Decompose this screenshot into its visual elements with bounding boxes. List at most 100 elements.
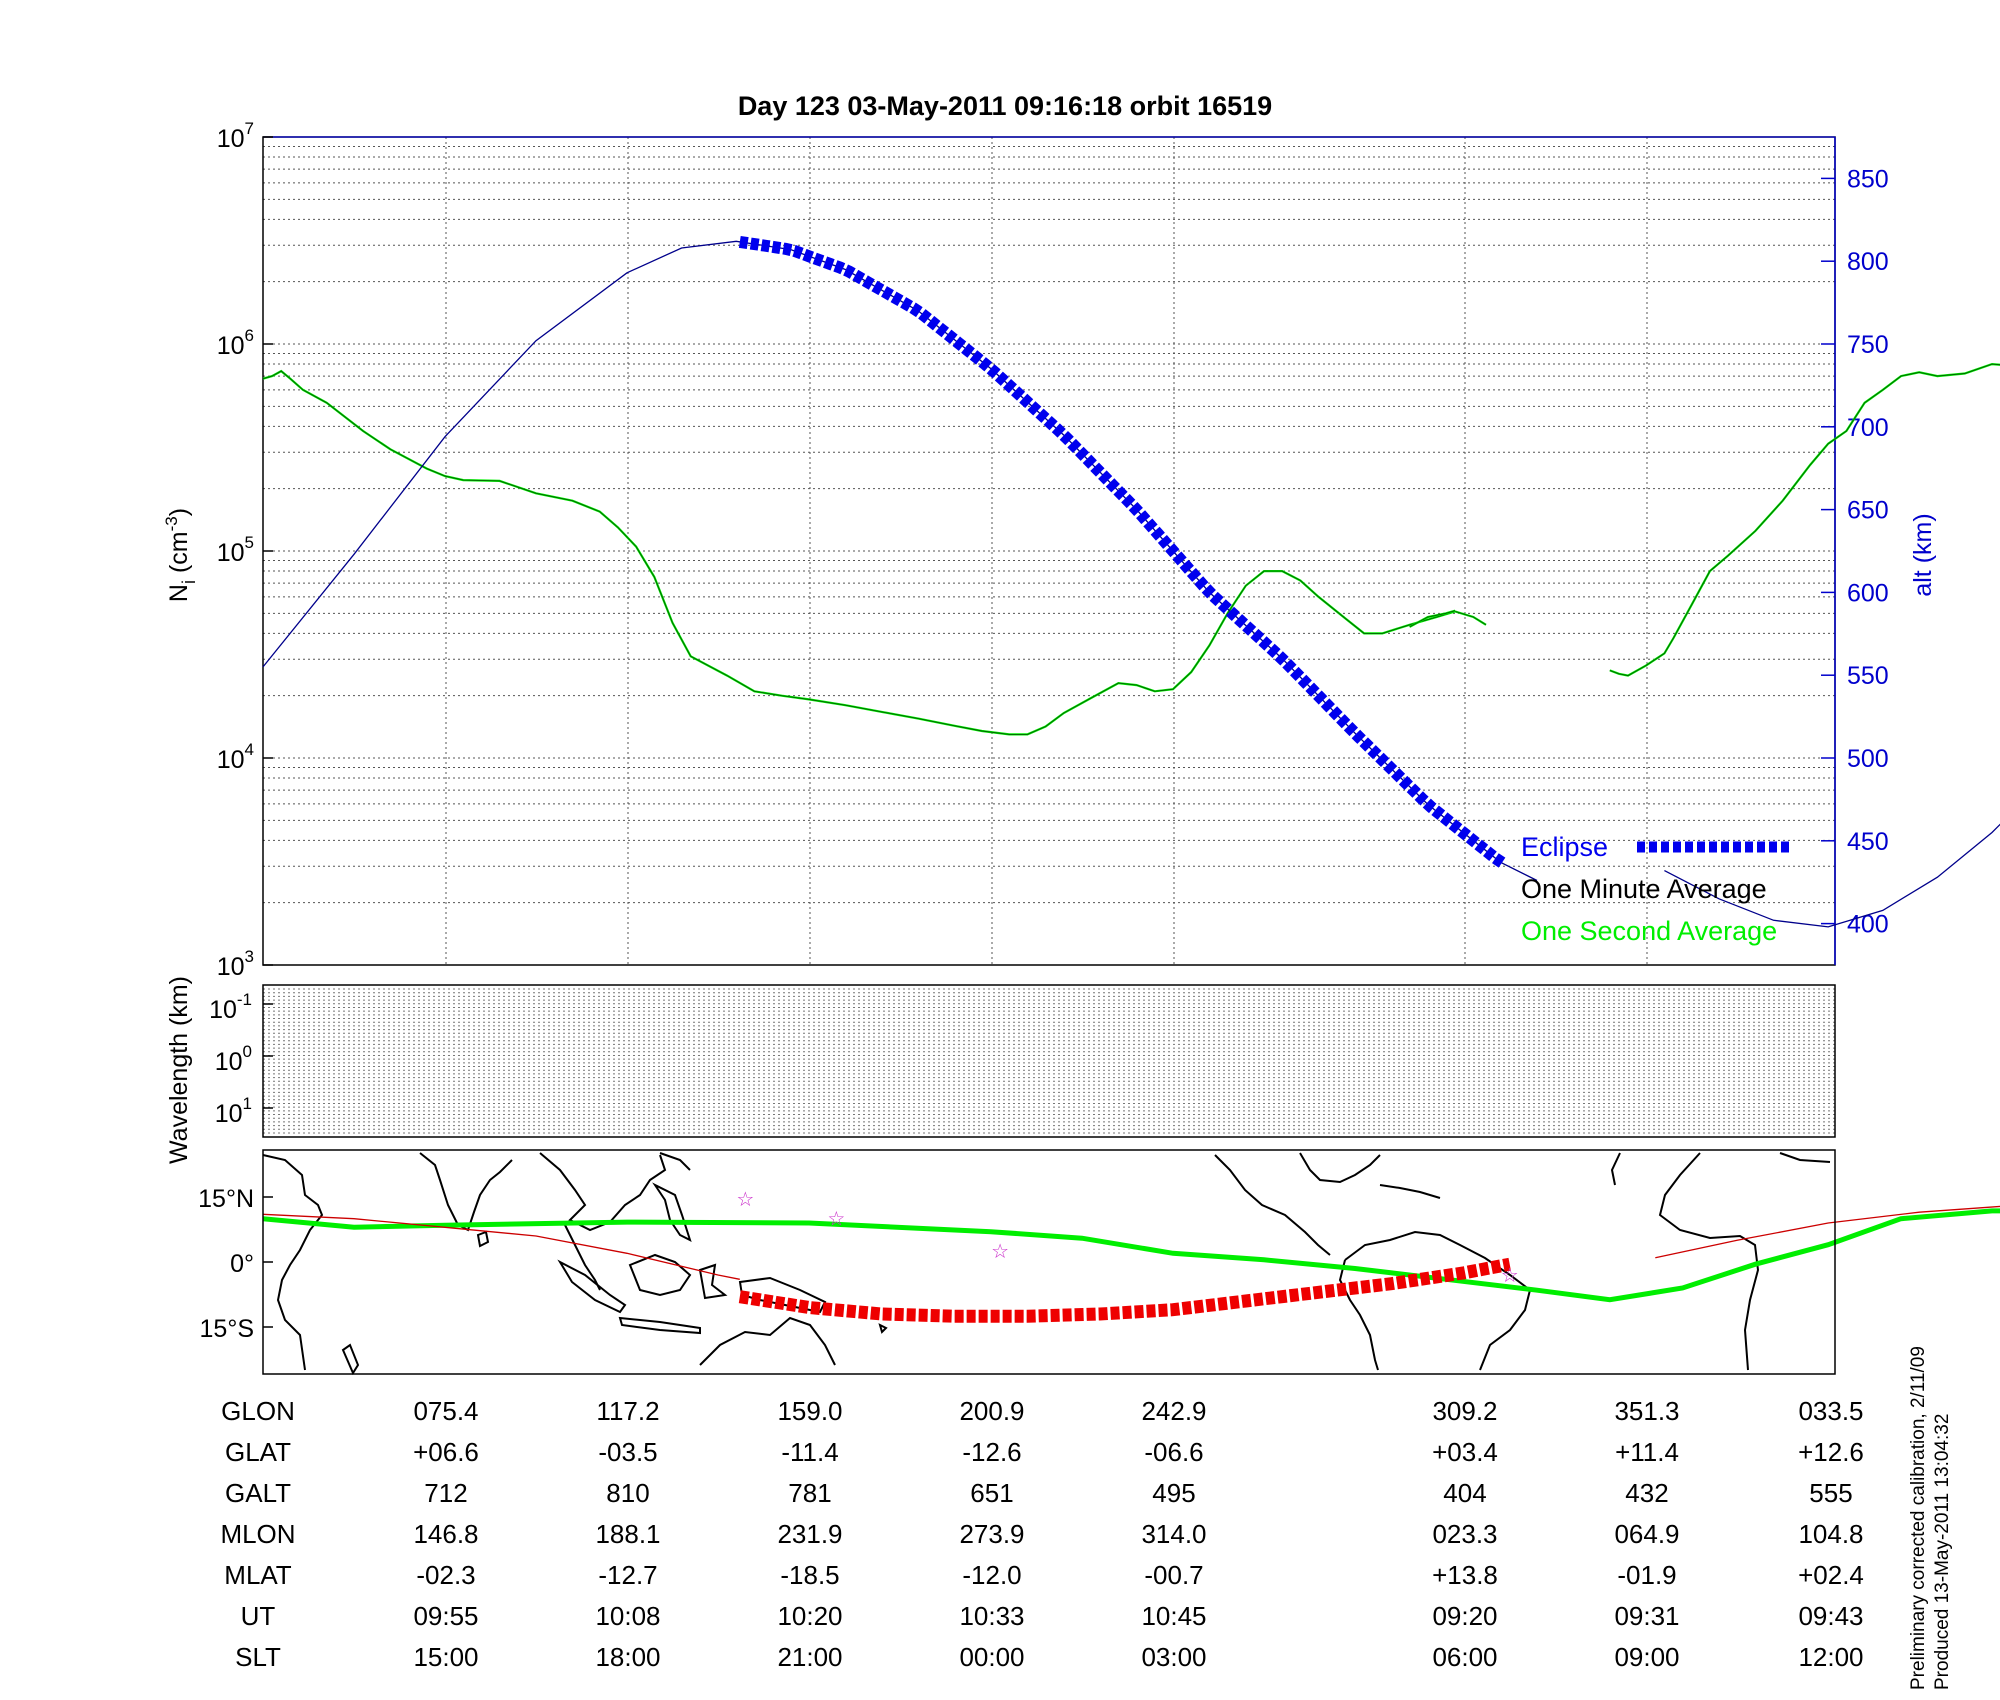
table-row-label: GALT	[225, 1478, 291, 1508]
map-plot-frame	[262, 1149, 1836, 1375]
coast-madagascar	[341, 1343, 360, 1376]
one-minute-average-line	[262, 370, 1487, 735]
coast-gulf	[1299, 1152, 1381, 1184]
altitude-tick-label: 450	[1847, 828, 1889, 856]
orbit-track-2-line	[1655, 1205, 2000, 1259]
table-row-label: GLAT	[225, 1437, 291, 1467]
map-y-tick-label: 15°N	[198, 1185, 254, 1213]
density-y-label: Ni (cm-3)	[162, 508, 199, 602]
density-y-tick-label: 104	[217, 740, 254, 774]
table-cell: 10:08	[595, 1601, 660, 1631]
table-cell: 200.9	[959, 1396, 1024, 1426]
coast-africa-east	[262, 1154, 324, 1371]
table-cell: 10:33	[959, 1601, 1024, 1631]
table-cell: 09:43	[1798, 1601, 1863, 1631]
altitude-tick-label: 750	[1847, 331, 1889, 359]
table-cell: -11.4	[781, 1437, 838, 1467]
footnote-produced: Produced 13-May-2011 13:04:32	[1932, 1414, 1953, 1690]
table-cell: -00.7	[1144, 1560, 1203, 1590]
coast-greenland	[1610, 1152, 1621, 1186]
star-marker: ☆	[1501, 1263, 1519, 1287]
eclipse-line	[738, 235, 1508, 870]
table-cell: -06.6	[1144, 1437, 1203, 1467]
table-cell: 309.2	[1432, 1396, 1497, 1426]
info-table: GLON 075.4 117.2 159.0 200.9 242.9 309.2 351.3 0…	[220, 1396, 1863, 1672]
coast-fiji	[878, 1323, 888, 1334]
coast-java	[618, 1316, 701, 1335]
table-cell: +12.6	[1798, 1437, 1864, 1467]
coast-west-africa	[1658, 1152, 1760, 1371]
table-row-label: MLAT	[224, 1560, 292, 1590]
map-y-tick-label: 15°S	[200, 1315, 254, 1343]
table-cell: -18.5	[780, 1560, 839, 1590]
table-cell: 10:20	[777, 1601, 842, 1631]
table-cell: +06.6	[413, 1437, 479, 1467]
table-cell: 351.3	[1614, 1396, 1679, 1426]
table-cell: -12.7	[598, 1560, 657, 1590]
coast-sulawesi	[698, 1263, 728, 1300]
table-cell: 03:00	[1141, 1642, 1206, 1672]
coast-europe	[1779, 1152, 1831, 1163]
coast-north-america	[1214, 1154, 1331, 1256]
coast-south-america-west	[1338, 1259, 1379, 1371]
table-cell: 159.0	[777, 1396, 842, 1426]
density-x-grid	[445, 137, 1648, 965]
table-row-label: MLON	[220, 1519, 295, 1549]
density-y-tick-label: 106	[217, 326, 254, 360]
table-cell: 781	[788, 1478, 831, 1508]
star-marker: ☆	[991, 1239, 1009, 1263]
table-cell: 064.9	[1614, 1519, 1679, 1549]
coast-sumatra	[557, 1259, 627, 1314]
table-cell: +13.8	[1432, 1560, 1498, 1590]
legend: Eclipse One Minute Average One Second Av…	[1521, 832, 1790, 946]
table-cell: 09:20	[1432, 1601, 1497, 1631]
chart-title: Day 123 03-May-2011 09:16:18 orbit 16519	[738, 91, 1272, 121]
wavelength-plot-frame	[262, 984, 1836, 1138]
coast-borneo	[628, 1253, 692, 1297]
table-cell: 06:00	[1432, 1642, 1497, 1672]
altitude-tick-label: 650	[1847, 497, 1889, 525]
table-cell: 314.0	[1141, 1519, 1206, 1549]
table-cell: 231.9	[777, 1519, 842, 1549]
wavelength-panel: 10-1 100 101 Wavelength (km)	[165, 976, 1836, 1164]
coast-philippines	[652, 1182, 692, 1242]
table-cell: 712	[424, 1478, 467, 1508]
table-cell: 075.4	[413, 1396, 478, 1426]
density-y-tick-label: 105	[217, 533, 254, 567]
altitude-tick-label: 850	[1847, 165, 1889, 193]
coast-australia	[699, 1316, 836, 1366]
density-y-tick-label: 107	[217, 119, 254, 153]
table-cell: -12.6	[962, 1437, 1021, 1467]
altitude-tick-label: 500	[1847, 745, 1889, 773]
table-cell: +02.4	[1798, 1560, 1864, 1590]
table-cell: 00:00	[959, 1642, 1024, 1672]
eclipse-track-line	[738, 1257, 1511, 1323]
coastlines	[262, 1152, 1831, 1376]
coast-india	[419, 1152, 513, 1232]
table-cell: 12:00	[1798, 1642, 1863, 1672]
table-cell: 033.5	[1798, 1396, 1863, 1426]
table-cell: -01.9	[1617, 1560, 1676, 1590]
table-cell: 273.9	[959, 1519, 1024, 1549]
table-cell: 09:31	[1614, 1601, 1679, 1631]
legend-one-minute-label: One Minute Average	[1521, 874, 1767, 904]
table-cell: -12.0	[962, 1560, 1021, 1590]
altitude-tick-label: 600	[1847, 579, 1889, 607]
map-y-tick-label: 0°	[230, 1250, 254, 1278]
legend-eclipse-label: Eclipse	[1521, 832, 1608, 862]
table-cell: 023.3	[1432, 1519, 1497, 1549]
wavelength-y-tick-label: 100	[215, 1042, 252, 1076]
wavelength-y-tick-label: 101	[215, 1094, 252, 1128]
table-cell: 18:00	[595, 1642, 660, 1672]
wavelength-y-ticks: 10-1 100 101	[209, 990, 273, 1128]
table-cell: 188.1	[595, 1519, 660, 1549]
table-cell: 21:00	[777, 1642, 842, 1672]
table-row-label: GLON	[221, 1396, 295, 1426]
table-cell: 104.8	[1798, 1519, 1863, 1549]
one-minute-average-line	[1609, 363, 2000, 677]
magnetic-equator-line	[262, 1208, 2000, 1303]
orbit-track-line	[262, 1213, 740, 1280]
table-cell: +11.4	[1615, 1437, 1679, 1467]
table-cell: 555	[1809, 1478, 1852, 1508]
